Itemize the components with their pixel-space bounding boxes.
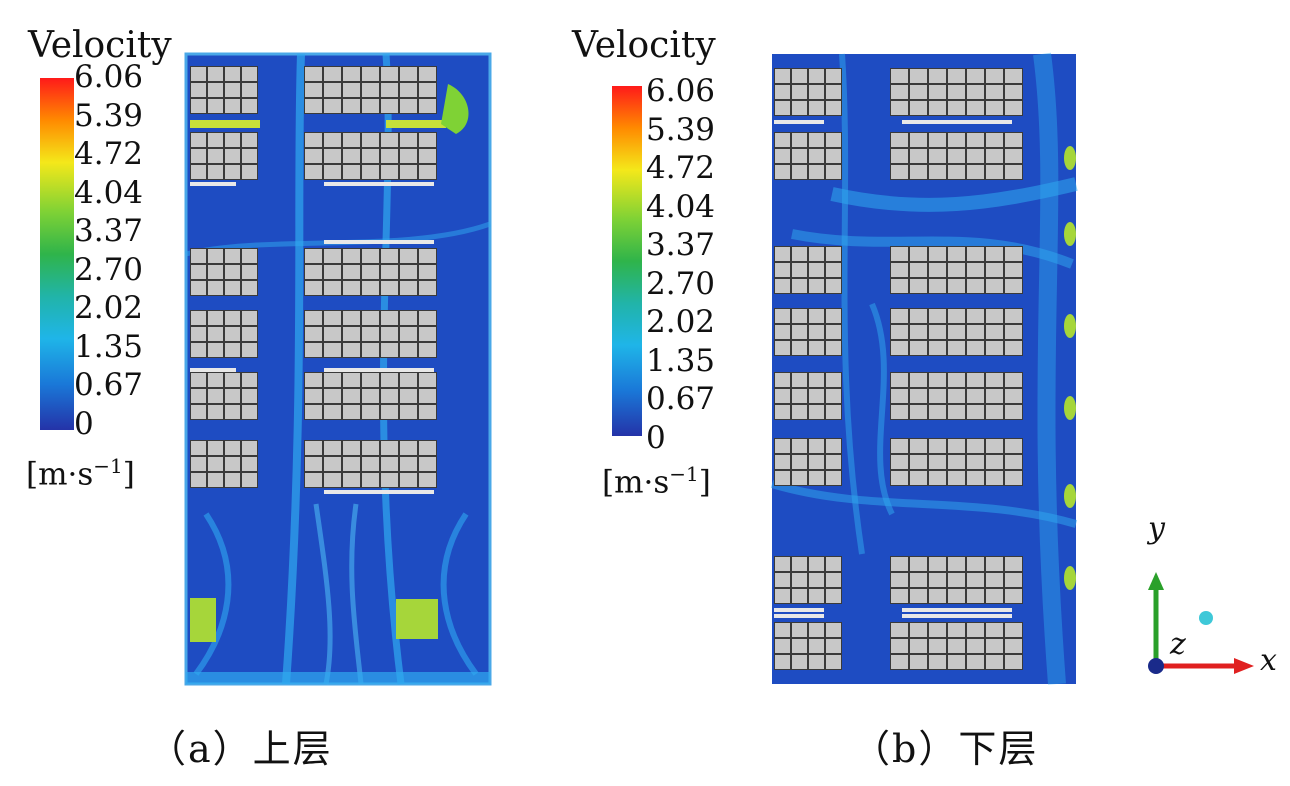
cold-aisle-stripe-a-4 xyxy=(324,368,434,372)
rack-right-b-5 xyxy=(890,438,1023,486)
rack-right-b-4 xyxy=(890,372,1023,420)
unit-label-b: [m·s−1] xyxy=(602,462,711,501)
rack-right-b-1 xyxy=(890,132,1023,180)
rack-left-b-4 xyxy=(774,372,842,420)
rack-right-a-4 xyxy=(304,372,437,420)
legend-tick-b-7: 1.35 xyxy=(646,342,716,379)
legend-tick-b-0: 6.06 xyxy=(646,73,716,109)
legend-tick-a-3: 4.04 xyxy=(74,174,144,211)
cold-aisle-stripe-a-0 xyxy=(190,182,236,186)
rack-left-b-6 xyxy=(774,556,842,604)
cold-aisle-stripe-a-5 xyxy=(324,490,434,494)
legend-tick-a-8: 0.67 xyxy=(74,367,144,403)
rack-left-a-4 xyxy=(190,372,258,420)
rack-right-a-0 xyxy=(304,66,437,114)
cold-aisle-stripe-b-0 xyxy=(774,120,824,124)
legend-tick-a-4: 3.37 xyxy=(74,213,144,249)
rack-left-b-3 xyxy=(774,308,842,356)
legend-tick-a-6: 2.02 xyxy=(74,290,144,326)
cold-aisle-stripe-b-2 xyxy=(774,608,824,612)
rack-right-b-6 xyxy=(890,556,1023,604)
rack-right-a-3 xyxy=(304,310,437,358)
legend-tick-b-3: 4.04 xyxy=(646,188,716,225)
z-axis-dot xyxy=(1148,658,1164,674)
rack-left-a-3 xyxy=(190,310,258,358)
rack-left-a-5 xyxy=(190,440,258,488)
legend-tick-a-2: 4.72 xyxy=(74,136,144,172)
rack-right-b-0 xyxy=(890,68,1023,116)
unit-label-a: [m·s−1] xyxy=(26,454,135,493)
legend-tick-a-0: 6.06 xyxy=(74,59,144,95)
legend-tick-b-9: 0 xyxy=(646,419,666,456)
velocity-field-upper xyxy=(184,52,492,686)
rack-left-b-5 xyxy=(774,438,842,486)
y-axis-label: y xyxy=(1148,511,1165,546)
caption-b: （b）下层 xyxy=(852,727,1039,771)
legend-tick-b-6: 2.02 xyxy=(646,304,716,340)
cold-aisle-stripe-b-3 xyxy=(902,608,1012,612)
legend-title-b: Velocity xyxy=(572,25,716,66)
cold-aisle-stripe-b-5 xyxy=(902,614,1012,618)
colorbar-a xyxy=(40,78,74,430)
legend-title-a: Velocity xyxy=(28,25,172,66)
rack-right-b-2 xyxy=(890,246,1023,294)
legend-tick-b-4: 3.37 xyxy=(646,227,716,263)
rack-right-a-2 xyxy=(304,248,437,296)
rack-left-a-0 xyxy=(190,66,258,114)
x-axis-label: x xyxy=(1260,643,1277,678)
z-axis-label: z xyxy=(1170,627,1186,662)
rack-left-b-0 xyxy=(774,68,842,116)
velocity-field-lower xyxy=(770,52,1078,685)
axis-triad xyxy=(1148,572,1254,674)
rack-right-a-1 xyxy=(304,132,437,180)
cold-aisle-stripe-a-1 xyxy=(324,182,434,186)
cold-aisle-stripe-a-3 xyxy=(190,368,236,372)
rack-right-a-5 xyxy=(304,440,437,488)
legend-tick-b-5: 2.70 xyxy=(646,265,716,302)
legend-tick-a-5: 2.70 xyxy=(74,251,144,288)
cold-aisle-stripe-b-4 xyxy=(774,614,824,618)
legend-tick-a-1: 5.39 xyxy=(74,97,144,134)
legend-tick-a-7: 1.35 xyxy=(74,328,144,365)
colorbar-b xyxy=(612,86,642,436)
rack-left-a-2 xyxy=(190,248,258,296)
legend-tick-b-1: 5.39 xyxy=(646,111,716,148)
cold-aisle-stripe-a-2 xyxy=(324,240,434,244)
rack-right-b-7 xyxy=(890,622,1023,670)
legend-tick-a-9: 0 xyxy=(74,405,94,442)
rack-left-b-1 xyxy=(774,132,842,180)
rack-right-b-3 xyxy=(890,308,1023,356)
caption-a: （a）上层 xyxy=(148,727,333,771)
legend-tick-b-2: 4.72 xyxy=(646,150,716,186)
rack-left-b-7 xyxy=(774,622,842,670)
cold-aisle-stripe-b-1 xyxy=(902,120,1012,124)
legend-tick-b-8: 0.67 xyxy=(646,381,716,417)
rack-left-b-2 xyxy=(774,246,842,294)
rack-left-a-1 xyxy=(190,132,258,180)
view-dot xyxy=(1199,611,1213,625)
